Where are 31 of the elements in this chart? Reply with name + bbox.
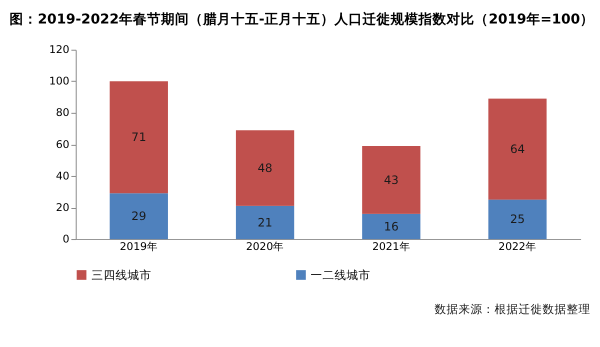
bar [362, 214, 420, 240]
data-label: 64 [510, 142, 525, 156]
y-tick-label: 40 [56, 169, 70, 182]
bar [488, 200, 547, 240]
y-tick-label: 80 [56, 106, 70, 120]
bar [236, 130, 294, 206]
x-tick-label: 2021年 [372, 240, 410, 254]
legend-label: 一二线城市 [310, 268, 371, 282]
data-label: 25 [510, 212, 525, 226]
bar [488, 98, 547, 200]
source-note: 数据来源：根据迁徙数据整理 [434, 302, 590, 316]
x-tick-label: 2022年 [498, 240, 537, 254]
data-label: 43 [384, 172, 399, 187]
data-label: 71 [131, 130, 146, 144]
bar [362, 146, 420, 214]
legend-label: 三四线城市 [91, 268, 152, 282]
y-tick-label: 100 [49, 74, 70, 88]
y-tick-label: 20 [56, 200, 70, 214]
data-label: 48 [258, 160, 272, 175]
y-tick-label: 60 [56, 138, 70, 151]
data-label: 29 [131, 209, 146, 224]
y-tick-label: 120 [49, 43, 70, 56]
bar [236, 206, 294, 240]
bar [110, 193, 168, 240]
chart-title: 图：2019-2022年春节期间（腊月十五-正月十五）人口迁徙规模指数对比（2019年=100） [10, 10, 594, 28]
data-label: 21 [258, 215, 272, 230]
y-tick-label: 0 [62, 232, 70, 246]
x-tick-label: 2020年 [246, 240, 284, 254]
data-label: 16 [384, 219, 399, 234]
x-tick-label: 2019年 [120, 240, 158, 254]
bar [110, 81, 168, 194]
